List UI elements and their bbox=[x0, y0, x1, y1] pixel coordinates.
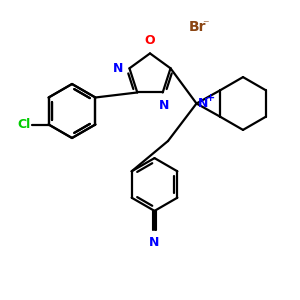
Text: N: N bbox=[149, 236, 160, 249]
Text: O: O bbox=[145, 34, 155, 47]
Text: +: + bbox=[206, 93, 215, 103]
Text: N: N bbox=[113, 62, 124, 75]
Text: Cl: Cl bbox=[17, 118, 31, 131]
Text: Br: Br bbox=[189, 20, 206, 34]
Text: N: N bbox=[198, 97, 208, 110]
Text: N: N bbox=[159, 99, 169, 112]
Text: ⁻: ⁻ bbox=[202, 18, 209, 31]
